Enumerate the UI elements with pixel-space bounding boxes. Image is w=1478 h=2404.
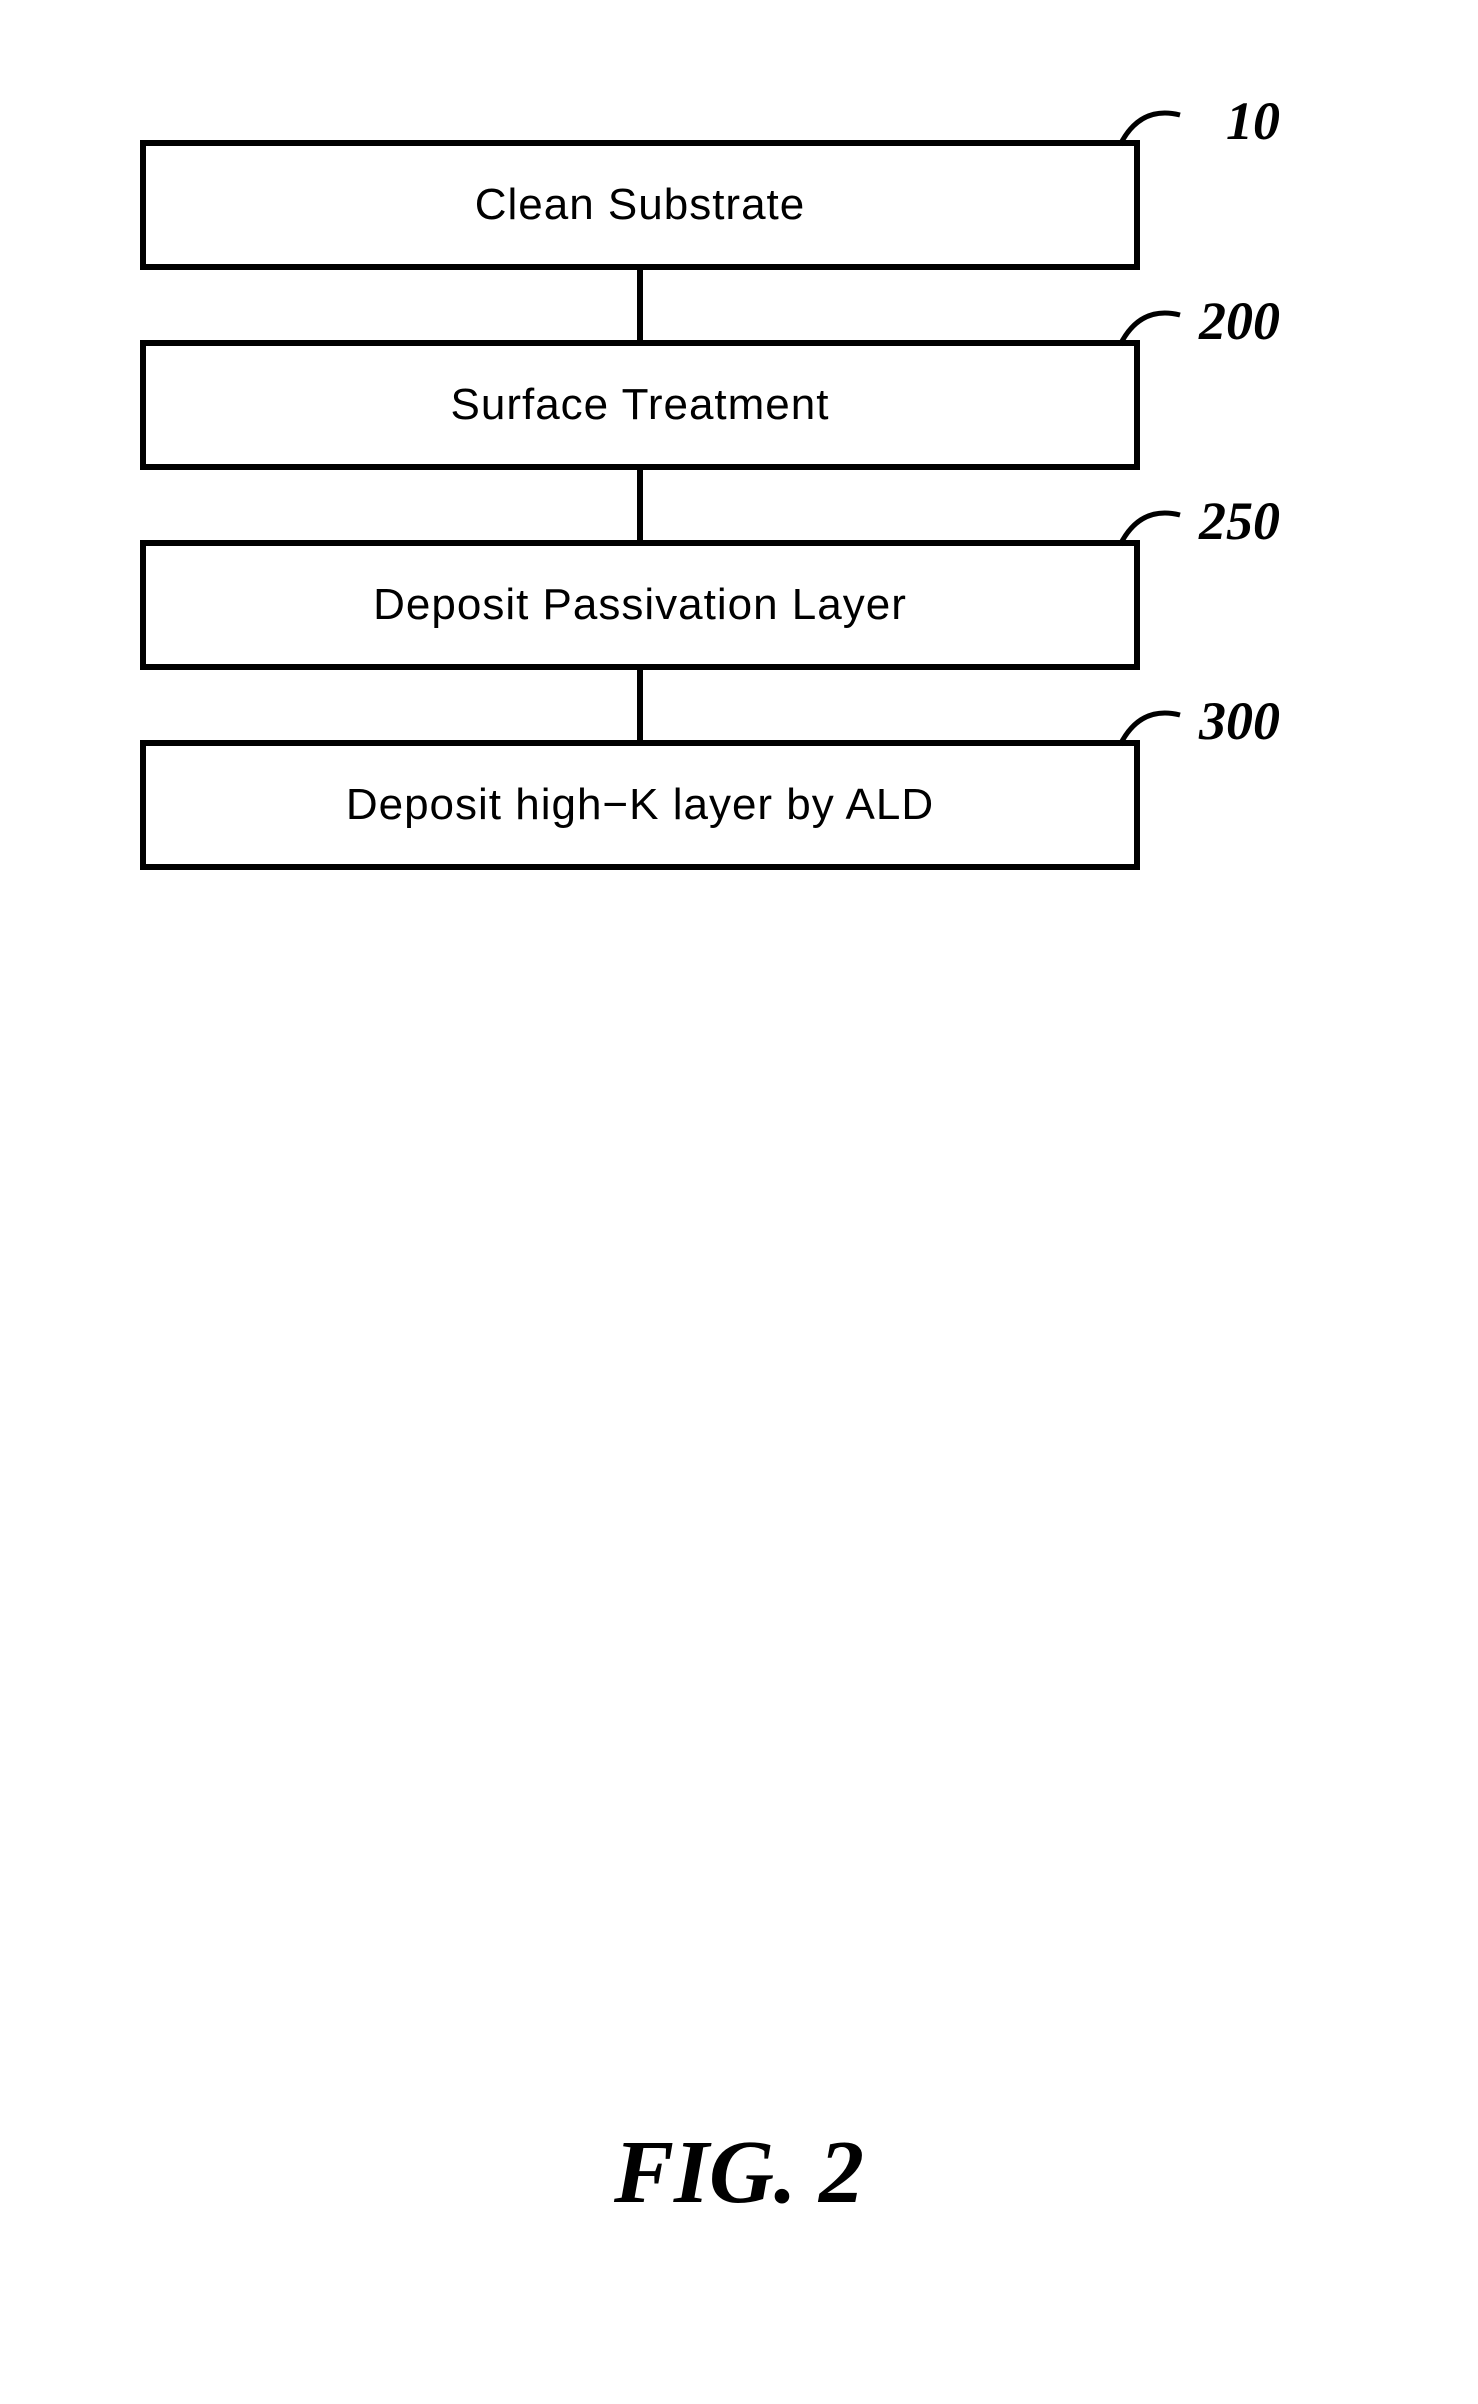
step-box-1: Clean Substrate — [140, 140, 1140, 270]
step-label-1: 10 — [1226, 90, 1280, 152]
connector-3 — [637, 670, 643, 745]
step-label-3: 250 — [1199, 490, 1280, 552]
label-hook-icon — [1110, 95, 1210, 155]
flow-step-3: 250 Deposit Passivation Layer — [140, 540, 1200, 670]
flow-step-4: 300 Deposit high−K layer by ALD — [140, 740, 1200, 870]
label-hook-icon — [1110, 295, 1210, 355]
label-hook-icon — [1110, 695, 1210, 755]
step-box-4: Deposit high−K layer by ALD — [140, 740, 1140, 870]
connector-2 — [637, 470, 643, 545]
figure-caption: FIG. 2 — [614, 2121, 864, 2224]
step-box-3: Deposit Passivation Layer — [140, 540, 1140, 670]
flowchart-container: 10 Clean Substrate 200 Surface Treatment… — [140, 140, 1200, 870]
flow-step-2: 200 Surface Treatment — [140, 340, 1200, 470]
flow-step-1: 10 Clean Substrate — [140, 140, 1200, 270]
step-label-4: 300 — [1199, 690, 1280, 752]
label-hook-icon — [1110, 495, 1210, 555]
step-label-2: 200 — [1199, 290, 1280, 352]
connector-1 — [637, 270, 643, 345]
step-box-2: Surface Treatment — [140, 340, 1140, 470]
